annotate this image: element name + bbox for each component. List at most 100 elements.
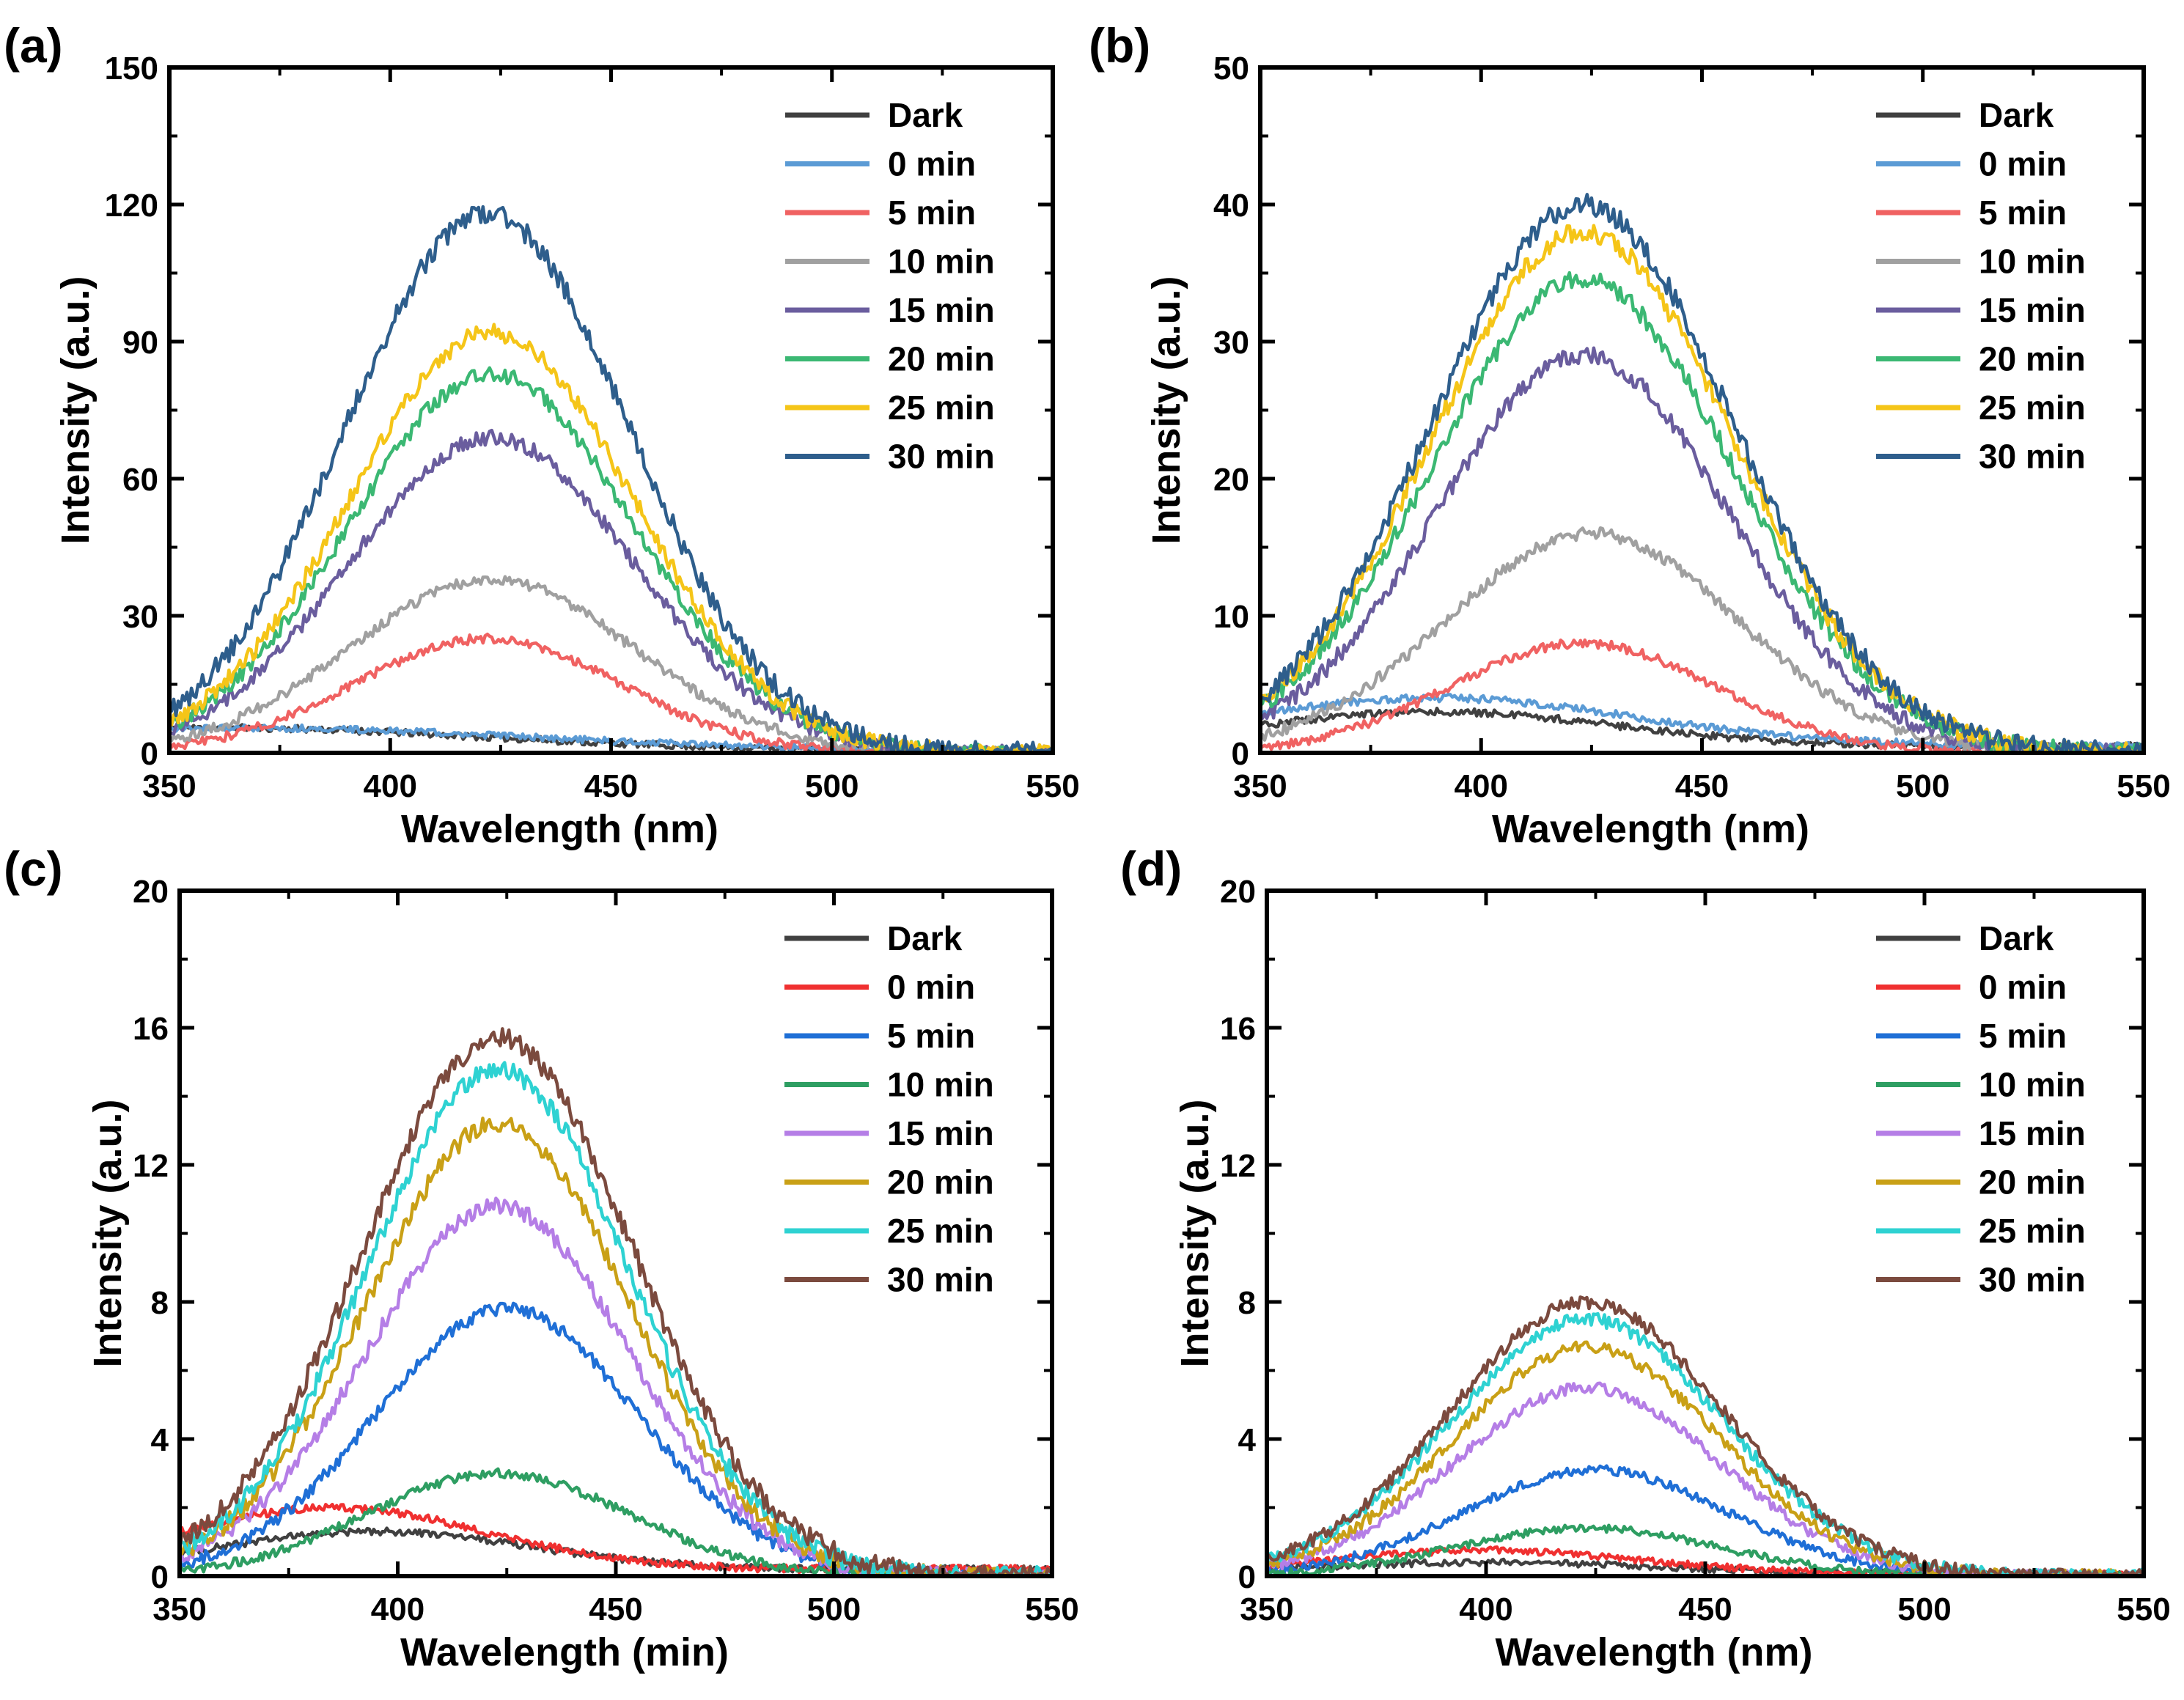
x-tick-label: 350 — [152, 1592, 206, 1627]
panel-d: (d) 350 400 450 500 550 0 4 8 12 16 20 Wavelength (n… — [1120, 842, 2171, 1674]
y-tick-label: 0 — [141, 736, 158, 772]
series-group — [169, 205, 1053, 753]
panel-b: (b) 350 400 450 500 550 0 10 20 30 40 50 Wavelength … — [1089, 18, 2171, 851]
legend-label: 25 min — [888, 389, 995, 427]
x-axis-title: Wavelength (nm) — [401, 807, 718, 851]
y-tick-label: 4 — [1238, 1422, 1257, 1458]
y-tick-label: 8 — [1238, 1285, 1256, 1321]
y-tick-label: 120 — [105, 188, 158, 224]
y-tick-label: 0 — [1232, 736, 1249, 772]
x-axis-title: Wavelength (nm) — [1492, 807, 1809, 851]
x-tick-label: 450 — [1678, 1592, 1732, 1627]
legend-label: 10 min — [887, 1066, 994, 1104]
legend-label: Dark — [888, 96, 963, 134]
legend-label: 20 min — [887, 1163, 994, 1202]
y-tick-label: 40 — [1213, 188, 1249, 224]
legend-label: 20 min — [888, 340, 995, 378]
x-tick-label: 500 — [805, 768, 858, 804]
legend-label: 5 min — [1979, 194, 2067, 232]
legend-label: 30 min — [888, 438, 995, 476]
y-tick-label: 30 — [1213, 325, 1249, 361]
x-axis-title: Wavelength (min) — [400, 1630, 729, 1674]
legend-label: 0 min — [1979, 968, 2067, 1007]
x-tick-label: 450 — [1675, 768, 1729, 804]
x-tick-label: 550 — [2117, 768, 2170, 804]
legend-label: 25 min — [1979, 1212, 2086, 1250]
x-tick-label: 400 — [1459, 1592, 1512, 1627]
y-tick-label: 20 — [1220, 874, 1256, 910]
legend-label: 15 min — [1979, 291, 2086, 329]
y-tick-label: 150 — [105, 51, 158, 87]
legend-label: 25 min — [1979, 389, 2086, 427]
y-tick-label: 12 — [133, 1148, 169, 1184]
y-tick-label: 50 — [1213, 51, 1249, 87]
series-group — [1267, 1295, 2144, 1576]
legend-label: 30 min — [1979, 438, 2086, 476]
series-line-10-min — [1260, 526, 2144, 753]
series-line-30-min — [169, 205, 1053, 753]
x-tick-label: 350 — [1233, 768, 1287, 804]
y-tick-label: 4 — [151, 1422, 169, 1458]
y-axis-title: Intensity (a.u.) — [1173, 1099, 1217, 1367]
panel-a: (a) 350 400 450 500 550 0 30 60 90 120 150 Wavelengt… — [4, 18, 1080, 851]
x-tick-label: 550 — [1025, 1592, 1078, 1627]
legend-label: 25 min — [887, 1212, 994, 1250]
legend: Dark 0 min 5 min 10 min 15 min 20 min 25 min 30… — [785, 96, 995, 476]
x-tick-label: 550 — [1026, 768, 1079, 804]
series-line-30-min — [1267, 1295, 2144, 1576]
legend-label: 30 min — [1979, 1261, 2086, 1299]
legend-label: 20 min — [1979, 1163, 2086, 1202]
x-tick-label: 450 — [584, 768, 638, 804]
y-axis-title: Intensity (a.u.) — [54, 276, 98, 544]
panel-label: (c) — [4, 842, 63, 896]
y-tick-label: 30 — [122, 599, 158, 635]
y-tick-label: 0 — [151, 1559, 169, 1595]
series-line-25-min — [1260, 224, 2144, 753]
legend: Dark 0 min 5 min 10 min 15 min 20 min 25 min 30… — [784, 919, 994, 1299]
panel-label: (a) — [4, 18, 63, 73]
y-tick-label: 8 — [151, 1285, 169, 1321]
y-tick-label: 60 — [122, 462, 158, 498]
legend-label: 10 min — [1979, 1066, 2086, 1104]
legend-label: 5 min — [1979, 1017, 2067, 1055]
x-tick-label: 400 — [371, 1592, 424, 1627]
y-tick-label: 90 — [122, 325, 158, 361]
y-tick-label: 16 — [1220, 1011, 1256, 1047]
series-line-20-min — [1267, 1340, 2144, 1576]
series-group — [1260, 193, 2144, 753]
series-line-30-min — [1260, 193, 2144, 753]
x-tick-label: 350 — [142, 768, 196, 804]
x-axis-title: Wavelength (nm) — [1495, 1630, 1812, 1674]
panel-label: (b) — [1089, 18, 1150, 73]
y-tick-label: 0 — [1238, 1559, 1256, 1595]
legend-label: 10 min — [888, 243, 995, 281]
series-group — [180, 1027, 1052, 1576]
legend-label: 5 min — [887, 1017, 975, 1055]
legend-label: 10 min — [1979, 243, 2086, 281]
x-tick-label: 550 — [2117, 1592, 2170, 1627]
legend-label: 5 min — [888, 194, 976, 232]
panel-label: (d) — [1120, 842, 1182, 896]
legend: Dark 0 min 5 min 10 min 15 min 20 min 25 min 30… — [1876, 96, 2086, 476]
legend-label: Dark — [1979, 96, 2054, 134]
x-tick-label: 400 — [364, 768, 417, 804]
y-tick-label: 16 — [133, 1011, 169, 1047]
x-tick-label: 500 — [1896, 768, 1949, 804]
legend-label: 15 min — [1979, 1114, 2086, 1152]
y-tick-label: 10 — [1213, 599, 1249, 635]
y-tick-label: 20 — [133, 874, 169, 910]
legend-label: 0 min — [888, 145, 976, 183]
legend-label: 20 min — [1979, 340, 2086, 378]
legend-label: 15 min — [887, 1114, 994, 1152]
y-axis-title: Intensity (a.u.) — [86, 1099, 130, 1367]
y-axis-title: Intensity (a.u.) — [1144, 276, 1188, 544]
x-tick-label: 500 — [1897, 1592, 1951, 1627]
legend-label: 15 min — [888, 291, 995, 329]
legend-label: 0 min — [1979, 145, 2067, 183]
legend-label: 30 min — [887, 1261, 994, 1299]
y-tick-label: 12 — [1220, 1148, 1256, 1184]
x-tick-label: 350 — [1240, 1592, 1293, 1627]
series-line-25-min — [1267, 1311, 2144, 1576]
panel-c: (c) 350 400 450 500 550 0 4 8 12 16 20 Wavelength (m… — [4, 842, 1079, 1674]
x-tick-label: 500 — [807, 1592, 861, 1627]
